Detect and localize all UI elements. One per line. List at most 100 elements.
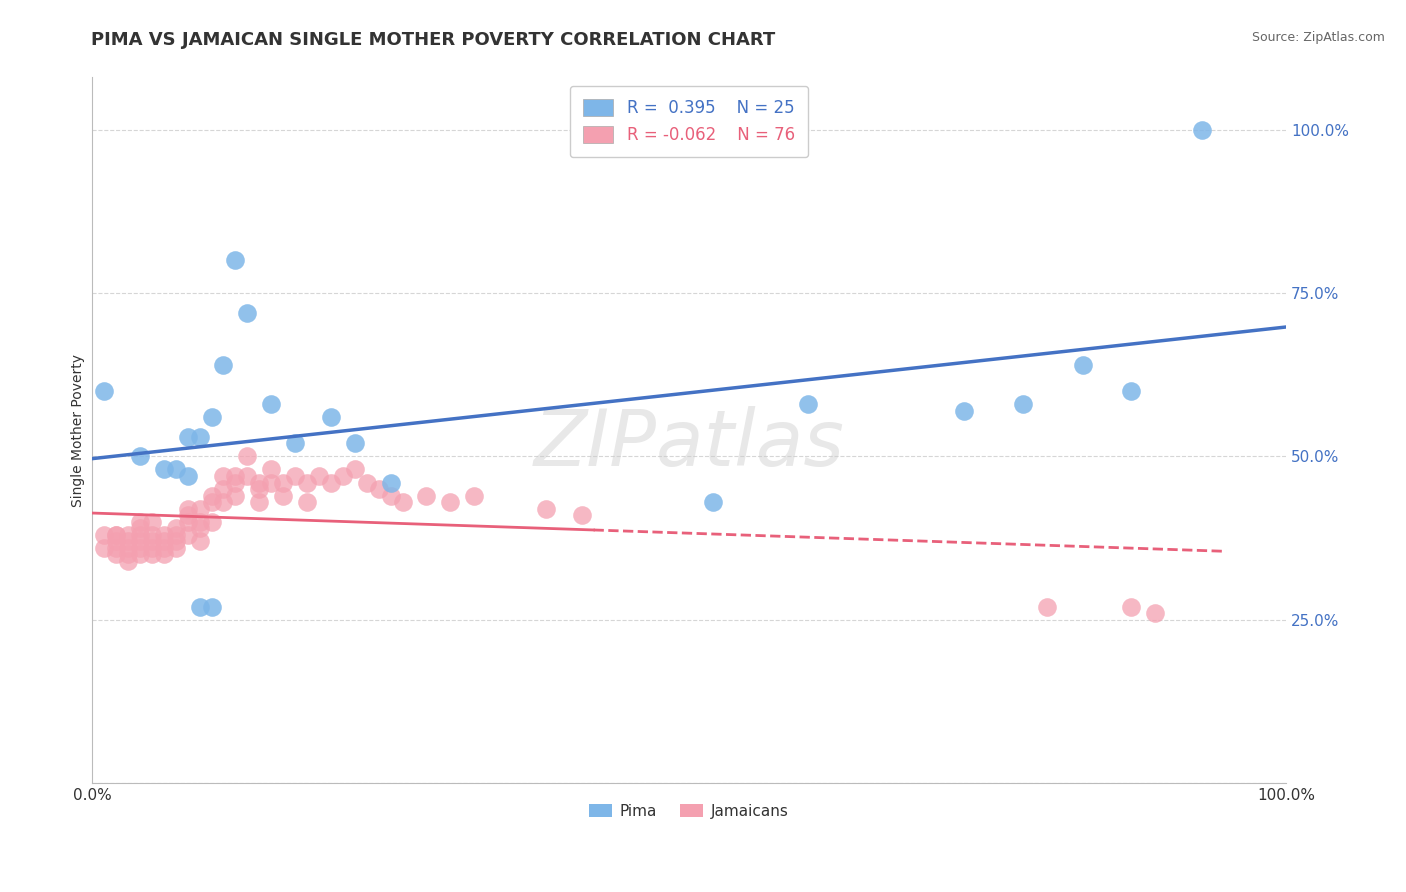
Point: [129, 528, 152, 542]
Point: [224, 489, 246, 503]
Point: [463, 489, 485, 503]
Point: [356, 475, 378, 490]
Point: [188, 521, 211, 535]
Point: [129, 541, 152, 555]
Point: [1012, 397, 1035, 411]
Point: [284, 469, 307, 483]
Point: [141, 528, 163, 542]
Point: [200, 599, 222, 614]
Point: [176, 515, 198, 529]
Point: [129, 515, 152, 529]
Point: [534, 501, 557, 516]
Point: [176, 501, 198, 516]
Point: [212, 469, 235, 483]
Point: [224, 253, 246, 268]
Point: [153, 534, 176, 549]
Point: [93, 384, 115, 398]
Point: [153, 547, 176, 561]
Point: [188, 430, 211, 444]
Point: [284, 436, 307, 450]
Point: [141, 515, 163, 529]
Point: [117, 554, 139, 568]
Point: [200, 515, 222, 529]
Point: [260, 475, 283, 490]
Point: [188, 599, 211, 614]
Point: [129, 547, 152, 561]
Point: [260, 462, 283, 476]
Point: [212, 495, 235, 509]
Point: [176, 528, 198, 542]
Point: [141, 541, 163, 555]
Point: [1191, 122, 1213, 136]
Point: [188, 534, 211, 549]
Y-axis label: Single Mother Poverty: Single Mother Poverty: [72, 354, 86, 507]
Point: [105, 534, 128, 549]
Point: [797, 397, 820, 411]
Point: [271, 489, 294, 503]
Point: [236, 450, 259, 464]
Point: [141, 547, 163, 561]
Point: [117, 541, 139, 555]
Point: [224, 475, 246, 490]
Point: [319, 475, 342, 490]
Text: Source: ZipAtlas.com: Source: ZipAtlas.com: [1251, 31, 1385, 45]
Point: [319, 410, 342, 425]
Point: [93, 528, 115, 542]
Point: [212, 482, 235, 496]
Point: [439, 495, 461, 509]
Point: [247, 475, 270, 490]
Point: [176, 430, 198, 444]
Point: [212, 358, 235, 372]
Point: [141, 534, 163, 549]
Point: [236, 469, 259, 483]
Point: [105, 528, 128, 542]
Point: [176, 469, 198, 483]
Point: [176, 508, 198, 523]
Point: [188, 515, 211, 529]
Point: [200, 495, 222, 509]
Point: [247, 482, 270, 496]
Point: [343, 436, 366, 450]
Point: [105, 547, 128, 561]
Point: [260, 397, 283, 411]
Point: [200, 489, 222, 503]
Point: [1143, 606, 1166, 620]
Point: [236, 305, 259, 319]
Point: [415, 489, 437, 503]
Point: [153, 462, 176, 476]
Point: [117, 528, 139, 542]
Text: ZIPatlas: ZIPatlas: [534, 407, 845, 483]
Point: [391, 495, 413, 509]
Point: [200, 410, 222, 425]
Point: [153, 541, 176, 555]
Point: [165, 541, 187, 555]
Point: [105, 528, 128, 542]
Point: [295, 475, 318, 490]
Point: [367, 482, 389, 496]
Point: [129, 521, 152, 535]
Point: [247, 495, 270, 509]
Point: [343, 462, 366, 476]
Point: [165, 528, 187, 542]
Point: [129, 450, 152, 464]
Point: [1119, 384, 1142, 398]
Point: [332, 469, 354, 483]
Point: [117, 547, 139, 561]
Point: [165, 521, 187, 535]
Point: [153, 528, 176, 542]
Point: [1071, 358, 1094, 372]
Point: [952, 403, 974, 417]
Point: [117, 534, 139, 549]
Point: [571, 508, 593, 523]
Point: [105, 541, 128, 555]
Point: [93, 541, 115, 555]
Point: [1119, 599, 1142, 614]
Point: [380, 475, 402, 490]
Point: [129, 534, 152, 549]
Point: [188, 501, 211, 516]
Point: [165, 462, 187, 476]
Point: [380, 489, 402, 503]
Point: [224, 469, 246, 483]
Point: [1036, 599, 1059, 614]
Point: [165, 534, 187, 549]
